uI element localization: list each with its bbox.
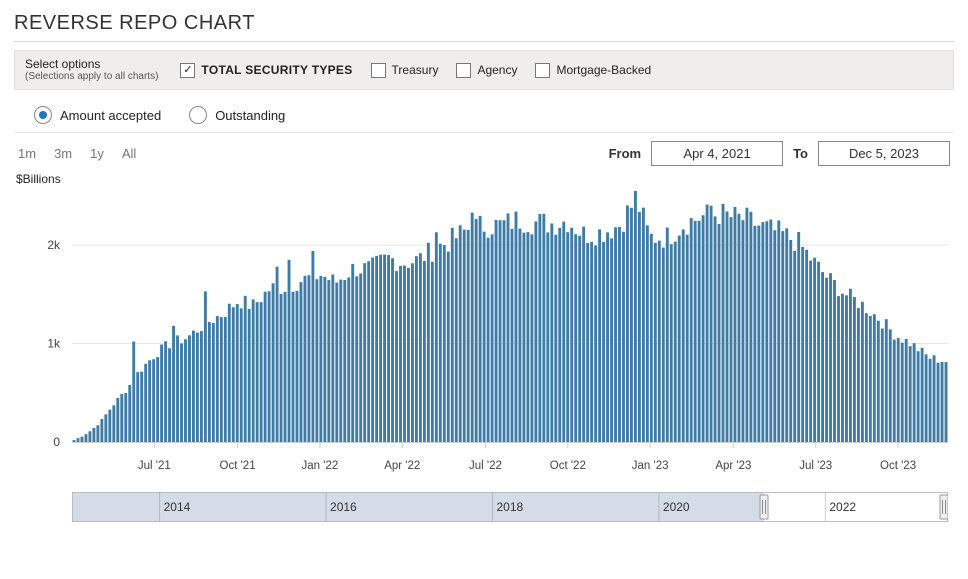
navigator[interactable]: 2014 2016 2018 2020 2022 [72,492,948,522]
range-button[interactable]: 1y [90,146,104,161]
svg-text:2018: 2018 [496,500,523,514]
title-divider [14,41,954,42]
security-type-checkbox[interactable]: Treasury [371,63,439,78]
x-tick-label: Apr '23 [715,460,751,472]
x-tick-label: Oct '23 [880,460,916,472]
checkbox-box[interactable] [535,63,550,78]
y-axis-label: $Billions [16,172,954,186]
to-label: To [793,146,808,161]
svg-text:2020: 2020 [663,500,690,514]
radio-label: Amount accepted [60,108,161,123]
x-axis-labels: Jul '21 Oct '21 Jan '22 Apr '22 Jul '22 Oct '… [72,460,948,478]
svg-text:1k: 1k [47,337,61,351]
range-button[interactable]: 3m [54,146,72,161]
radio-row: Amount accepted Outstanding [34,106,954,124]
checkbox-box[interactable] [371,63,386,78]
security-type-checkbox[interactable]: Mortgage-Backed [535,63,651,78]
radio-label: Outstanding [215,108,285,123]
x-tick-label: Jan '22 [302,460,339,472]
bar-chart[interactable]: 0 1k 2k [14,186,958,460]
checkbox-box[interactable]: ✓ [180,63,195,78]
x-tick-label: Apr '22 [384,460,420,472]
x-tick-label: Jul '21 [138,460,171,472]
security-type-checkbox[interactable]: ✓ TOTAL SECURITY TYPES [180,63,352,78]
checkbox-label: Mortgage-Backed [556,63,651,77]
to-date-input[interactable]: Dec 5, 2023 [818,141,950,166]
checkbox-label: Agency [477,63,517,77]
options-bar: Select options (Selections apply to all … [14,50,954,90]
checkbox-label: Treasury [392,63,439,77]
svg-text:2016: 2016 [330,500,357,514]
checkbox-box[interactable] [456,63,471,78]
navigator-svg[interactable]: 2014 2016 2018 2020 2022 [72,492,948,522]
view-radio[interactable]: Amount accepted [34,106,161,124]
x-tick-label: Oct '21 [220,460,256,472]
from-date-input[interactable]: Apr 4, 2021 [651,141,783,166]
x-tick-label: Jul '22 [469,460,502,472]
x-tick-label: Jul '23 [799,460,832,472]
checkbox-label: TOTAL SECURITY TYPES [201,63,352,77]
svg-text:2k: 2k [47,238,61,252]
x-tick-label: Jan '23 [632,460,669,472]
page-title: REVERSE REPO CHART [14,12,954,35]
x-tick-label: Oct '22 [550,460,586,472]
radio-circle[interactable] [34,106,52,124]
range-button[interactable]: All [122,146,136,161]
range-quick-buttons: 1m 3m 1y All [18,146,154,161]
options-label-sub: (Selections apply to all charts) [25,71,158,83]
range-row: 1m 3m 1y All From Apr 4, 2021 To Dec 5, 202… [14,132,954,170]
svg-text:2014: 2014 [164,500,191,514]
svg-text:2022: 2022 [829,500,856,514]
svg-text:0: 0 [53,435,60,449]
chart-area: $Billions 0 1k 2k Jul '21 Oct '21 Jan '22 Apr… [14,172,954,478]
security-type-checkbox[interactable]: Agency [456,63,517,78]
view-radio[interactable]: Outstanding [189,106,285,124]
options-label-main: Select options [25,57,158,71]
range-button[interactable]: 1m [18,146,36,161]
options-label: Select options (Selections apply to all … [25,57,158,83]
radio-circle[interactable] [189,106,207,124]
from-label: From [609,146,642,161]
